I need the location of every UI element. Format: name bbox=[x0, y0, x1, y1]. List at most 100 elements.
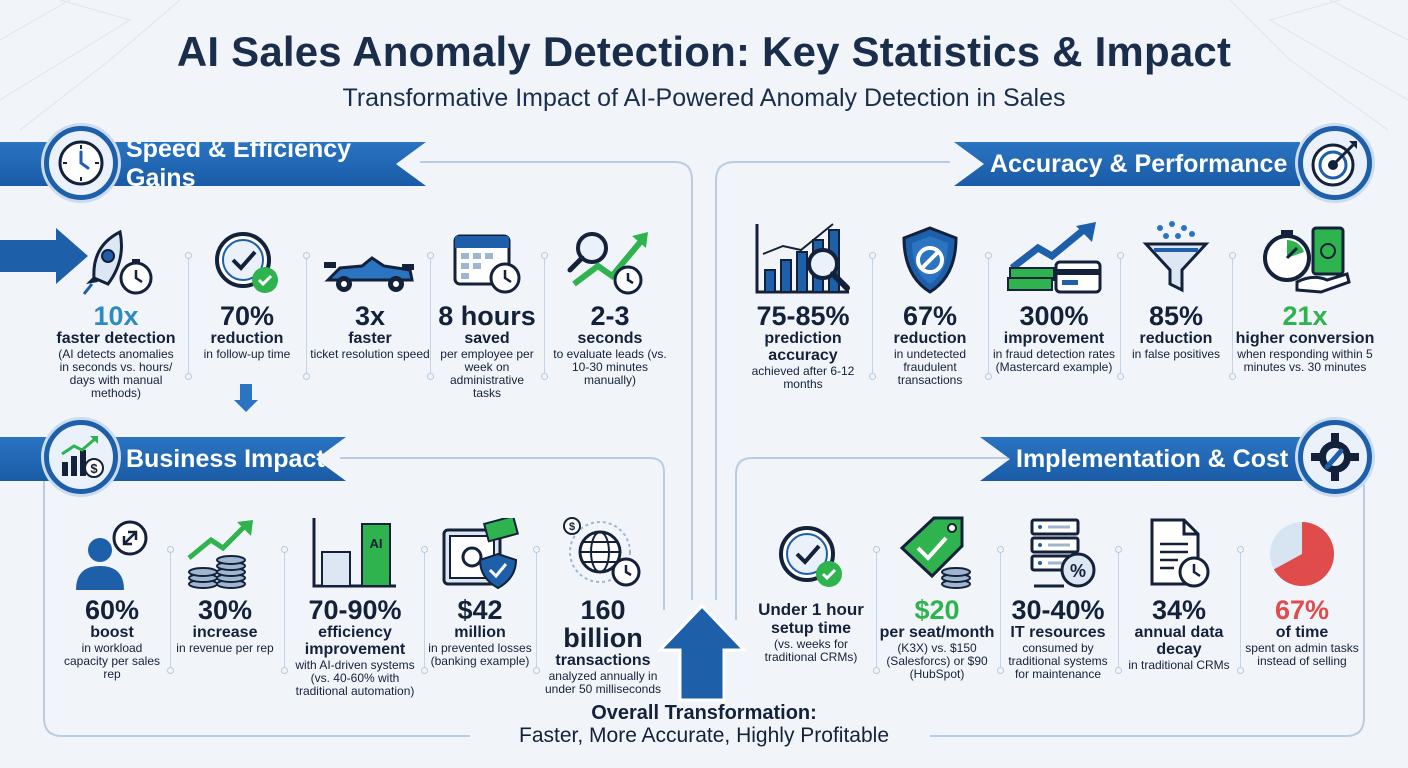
stat-value: 3x bbox=[354, 301, 386, 331]
stat-accuracy-prediction: 75-85% prediction accuracy achieved afte… bbox=[744, 214, 862, 391]
person-expand-icon bbox=[58, 508, 166, 590]
pie-slice-admin bbox=[1273, 522, 1334, 586]
money-card-trend-icon bbox=[992, 214, 1116, 296]
stat-speed-faster-detection: 10x faster detection (AI detects anomali… bbox=[52, 214, 180, 400]
gear-wrench-icon bbox=[1298, 420, 1372, 494]
stat-value: 70% bbox=[219, 301, 275, 331]
stat-implementation-setup-time: Under 1 hour setup time (vs. weeks for t… bbox=[752, 508, 870, 664]
calendar-clock-icon bbox=[436, 214, 538, 296]
stat-desc: (AI detects anomalies in seconds vs. hou… bbox=[58, 347, 174, 400]
stat-label: faster bbox=[348, 330, 392, 347]
stat-label: of time bbox=[1275, 624, 1329, 641]
svg-text:$: $ bbox=[569, 521, 575, 533]
stat-desc: achieved after 6-12 months bbox=[751, 364, 855, 391]
stat-desc: in fraud detection rates (Mastercard exa… bbox=[992, 347, 1116, 374]
stat-value: 70-90% bbox=[308, 595, 402, 625]
stat-accuracy-fraud-reduction: 67% reduction in undetected fraudulent t… bbox=[878, 214, 982, 387]
stat-value: 30% bbox=[197, 595, 253, 625]
divider bbox=[985, 252, 992, 380]
divider bbox=[421, 546, 428, 674]
stat-business-prevented-losses: $42 million in prevented losses (banking… bbox=[428, 508, 532, 668]
stat-business-efficiency: AI 70-90% efficiency improvement with AI… bbox=[290, 508, 420, 698]
stat-desc: in follow-up time bbox=[203, 347, 291, 361]
stat-speed-follow-up-reduction: 70% reduction in follow-up time bbox=[194, 214, 300, 361]
page-title: AI Sales Anomaly Detection: Key Statisti… bbox=[176, 28, 1232, 75]
stat-value: $42 bbox=[457, 595, 503, 625]
stat-label: annual data decay bbox=[1134, 624, 1224, 658]
stat-value: 160 billion bbox=[563, 595, 643, 653]
stat-desc: spent on admin tasks instead of selling bbox=[1245, 641, 1359, 668]
section-title-implementation: Implementation & Cost bbox=[1016, 444, 1289, 473]
stat-implementation-data-decay: 34% annual data decay in traditional CRM… bbox=[1122, 508, 1236, 672]
stat-desc: in traditional CRMs bbox=[1128, 658, 1230, 672]
growth-chart-icon: $ bbox=[44, 420, 118, 494]
stat-speed-lead-evaluation: 2-3 seconds to evaluate leads (vs. 10-30… bbox=[550, 214, 670, 387]
stat-value: 300% bbox=[1019, 301, 1089, 331]
stat-label: efficiency improvement bbox=[304, 624, 406, 658]
stat-label: faster detection bbox=[56, 330, 176, 347]
stat-value: 2-3 bbox=[590, 301, 630, 331]
shield-blocked-icon bbox=[878, 214, 982, 296]
stat-speed-ticket-resolution: 3x faster ticket resolution speed bbox=[310, 214, 430, 361]
stat-desc: in revenue per rep bbox=[176, 641, 274, 655]
stat-value: 34% bbox=[1151, 595, 1207, 625]
funnel-icon bbox=[1126, 214, 1226, 296]
section-banner-accuracy: Accuracy & Performance bbox=[954, 142, 1300, 186]
stat-label: IT resources bbox=[1010, 624, 1106, 641]
stat-accuracy-fraud-detection: 300% improvement in fraud detection rate… bbox=[992, 214, 1116, 374]
stat-desc: (vs. weeks for traditional CRMs) bbox=[764, 637, 858, 664]
speed-arrow bbox=[0, 228, 88, 284]
stat-label: reduction bbox=[1139, 330, 1213, 347]
ai-bar-text: AI bbox=[370, 536, 383, 551]
stat-label: reduction bbox=[210, 330, 284, 347]
stat-label: saved bbox=[464, 330, 510, 347]
stat-desc: in false positives bbox=[1131, 347, 1221, 361]
divider bbox=[167, 546, 174, 674]
stat-desc: with AI-driven systems (vs. 40-60% with … bbox=[295, 658, 415, 698]
stat-value: 21x bbox=[1282, 301, 1328, 331]
section-title-business: Business Impact bbox=[126, 444, 325, 473]
stat-accuracy-conversion: 21x higher conversion when responding wi… bbox=[1234, 214, 1376, 374]
stat-label: transactions bbox=[555, 652, 651, 669]
divider bbox=[303, 252, 310, 380]
section-title-speed: Speed & Efficiency Gains bbox=[126, 135, 352, 192]
stat-value: $20 bbox=[914, 595, 960, 625]
svg-text:$: $ bbox=[90, 461, 98, 476]
stat-accuracy-false-positives: 85% reduction in false positives bbox=[1126, 214, 1226, 361]
stat-implementation-it-resources: % 30-40% IT resources consumed by tradit… bbox=[1002, 508, 1114, 681]
document-clock-icon bbox=[1122, 508, 1236, 590]
stat-desc: ticket resolution speed bbox=[310, 347, 430, 361]
rocket-stopwatch-icon bbox=[52, 214, 180, 296]
stat-desc: analyzed annually in under 50 millisecon… bbox=[544, 669, 662, 696]
stat-desc: per employee per week on administrative … bbox=[440, 347, 534, 400]
stat-business-revenue: 30% increase in revenue per rep bbox=[174, 508, 276, 655]
stat-implementation-admin-time: 67% of time spent on admin tasks instead… bbox=[1244, 508, 1360, 668]
stat-desc: in prevented losses (banking example) bbox=[428, 641, 532, 668]
stat-label: per seat/month bbox=[879, 624, 995, 641]
server-percent-icon: % bbox=[1002, 508, 1114, 590]
overall-tagline: Faster, More Accurate, Highly Profitable bbox=[519, 724, 889, 747]
divider bbox=[997, 546, 1004, 674]
ai-bar-compare-icon: AI bbox=[290, 508, 420, 590]
up-arrow bbox=[656, 603, 748, 702]
stat-label: increase bbox=[192, 624, 258, 641]
stat-value: 30-40% bbox=[1011, 595, 1105, 625]
magnifier-trend-icon bbox=[550, 214, 670, 296]
divider bbox=[1117, 252, 1124, 380]
divider bbox=[541, 252, 548, 380]
race-car-icon bbox=[310, 214, 430, 296]
stat-value: 8 hours bbox=[438, 301, 536, 331]
stat-desc: in undetected fraudulent transactions bbox=[893, 347, 967, 387]
stat-desc: consumed by traditional systems for main… bbox=[1008, 641, 1108, 681]
globe-stopwatch-icon: $ bbox=[540, 508, 666, 590]
bar-chart-magnifier-icon bbox=[744, 214, 862, 296]
stat-label: higher conversion bbox=[1235, 330, 1375, 347]
stat-value: Under 1 hour bbox=[758, 600, 864, 619]
stat-label: reduction bbox=[893, 330, 967, 347]
stat-value: 75-85% bbox=[756, 301, 850, 331]
divider bbox=[1115, 546, 1122, 674]
stat-desc: to evaluate leads (vs. 10-30 minutes man… bbox=[553, 347, 667, 387]
clock-check-icon bbox=[752, 508, 870, 590]
clock-check-icon bbox=[194, 214, 300, 296]
